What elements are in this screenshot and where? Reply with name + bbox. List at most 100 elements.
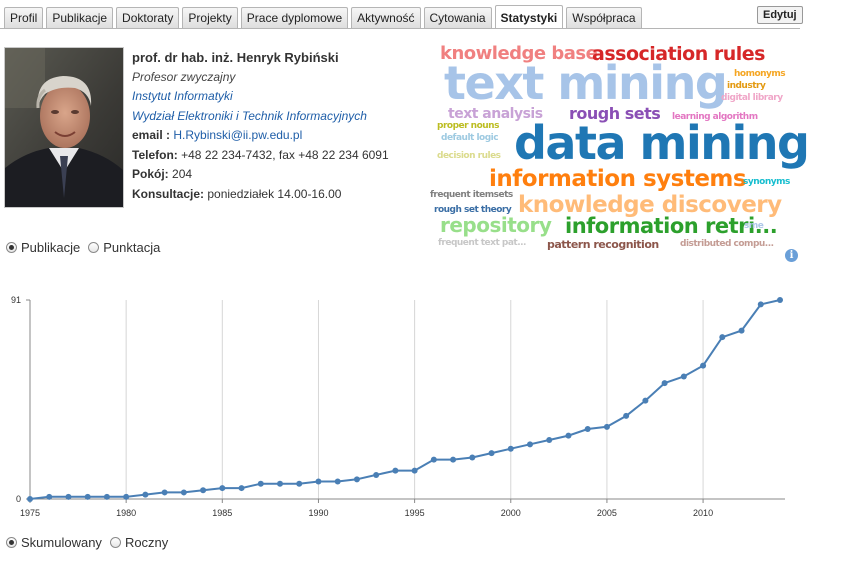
tab-profil[interactable]: Profil <box>4 7 44 28</box>
cloud-word[interactable]: information retri... <box>565 214 778 238</box>
edit-button[interactable]: Edytuj <box>757 6 803 24</box>
cloud-word[interactable]: distributed compu... <box>680 239 774 249</box>
tab-doktoraty[interactable]: Doktoraty <box>116 7 180 28</box>
data-point[interactable] <box>777 297 783 303</box>
consult-row: Konsultacje: poniedziałek 14.00-16.00 <box>132 185 389 205</box>
tab-bar: Profil Publikacje Doktoraty Projekty Pra… <box>4 5 642 29</box>
radio-publikacje[interactable] <box>6 242 17 253</box>
data-point[interactable] <box>623 412 630 419</box>
data-point[interactable] <box>103 493 110 500</box>
data-point[interactable] <box>738 327 745 334</box>
data-point[interactable] <box>546 436 553 443</box>
series-line <box>29 299 781 500</box>
x-tick-label: 1990 <box>308 508 328 518</box>
tab-aktywnosc[interactable]: Aktywność <box>351 7 421 28</box>
room-label: Pokój: <box>132 167 169 181</box>
cloud-word[interactable]: synonyms <box>743 177 790 187</box>
data-point[interactable] <box>527 441 533 448</box>
data-point[interactable] <box>584 426 591 433</box>
x-tick-label: 1975 <box>20 508 40 518</box>
radio-punktacja[interactable] <box>88 242 100 253</box>
phone-label: Telefon: <box>132 147 178 162</box>
cloud-word[interactable]: industry <box>727 81 766 91</box>
profile-faculty-link[interactable]: Wydział Elektroniki i Technik Informacyj… <box>132 108 367 123</box>
radio-publikacje-label: Publikacje <box>21 240 81 255</box>
cloud-word[interactable]: knowledge discovery <box>518 192 782 218</box>
cloud-word[interactable]: learning algorithm <box>672 112 758 122</box>
cloud-word[interactable]: frequent itemsets <box>430 190 513 200</box>
data-point[interactable] <box>603 423 610 430</box>
cloud-word[interactable]: text mining <box>444 56 728 110</box>
cloud-word[interactable]: rough sets <box>569 104 661 123</box>
data-point[interactable] <box>123 493 130 500</box>
profile-institute-link[interactable]: Instytut Informatyki <box>132 89 233 103</box>
tab-wspolpraca[interactable]: Współpraca <box>566 7 642 28</box>
cloud-word[interactable]: repository <box>440 213 552 237</box>
data-point[interactable] <box>180 489 187 496</box>
cloud-word[interactable]: knowledge base <box>440 43 598 64</box>
data-point[interactable] <box>719 334 726 341</box>
tab-publikacje[interactable]: Publikacje <box>46 7 114 28</box>
data-point[interactable] <box>65 493 72 500</box>
data-point[interactable] <box>392 467 399 474</box>
radio-skumulowany-label: Skumulowany <box>21 535 102 550</box>
tab-prace-dyplomowe[interactable]: Prace dyplomowe <box>240 7 349 28</box>
data-point[interactable] <box>507 445 514 452</box>
data-point[interactable] <box>315 478 322 485</box>
radio-roczny[interactable] <box>109 537 121 548</box>
cloud-word[interactable]: homonyms <box>734 69 786 79</box>
data-point[interactable] <box>46 493 53 500</box>
data-type-radios: Publikacje Punktacja <box>6 240 168 255</box>
cloud-word[interactable]: proper nouns <box>437 121 499 131</box>
data-point[interactable] <box>680 373 687 380</box>
data-point[interactable] <box>450 456 457 463</box>
cloud-word[interactable]: text analysis <box>448 106 543 122</box>
data-point[interactable] <box>411 467 418 474</box>
cloud-word[interactable]: default logic <box>441 133 499 143</box>
cloud-word[interactable]: decision rules <box>437 151 501 161</box>
profile-info: prof. dr hab. inż. Henryk Rybiński Profe… <box>132 48 389 204</box>
data-point[interactable] <box>757 301 764 308</box>
chart-points <box>27 297 783 502</box>
data-point[interactable] <box>142 491 149 498</box>
data-point[interactable] <box>488 450 495 457</box>
data-point[interactable] <box>161 489 168 496</box>
data-point[interactable] <box>296 480 303 487</box>
data-point[interactable] <box>200 487 207 494</box>
data-point[interactable] <box>84 493 91 500</box>
cloud-word[interactable]: digital library <box>721 93 783 103</box>
data-point[interactable] <box>353 476 360 483</box>
consult-label: Konsultacje: <box>132 186 205 201</box>
radio-skumulowany[interactable] <box>6 537 17 548</box>
cloud-word[interactable]: rough set theory <box>434 205 512 215</box>
cloud-word[interactable]: data mining <box>514 116 810 170</box>
tab-statystyki[interactable]: Statystyki <box>494 5 564 28</box>
data-point[interactable] <box>373 471 380 478</box>
cloud-word[interactable]: pattern recognition <box>547 238 659 251</box>
cloud-word[interactable]: frequent text pat... <box>438 238 526 248</box>
chart-tick-labels: 1975 1980 1985 1990 1995 2000 2005 2010 0 91 <box>11 295 713 518</box>
data-point[interactable] <box>565 432 572 439</box>
radio-punktacja-label: Punktacja <box>103 240 161 255</box>
profile-position: Profesor zwyczajny <box>132 69 236 84</box>
data-point[interactable] <box>219 485 226 492</box>
chart-axes <box>26 299 785 503</box>
data-point[interactable] <box>257 480 264 487</box>
data-point[interactable] <box>430 456 437 463</box>
cloud-word[interactable]: sme <box>744 221 764 231</box>
x-tick-label: 1985 <box>212 508 232 518</box>
data-point[interactable] <box>469 454 476 461</box>
data-point[interactable] <box>277 480 283 487</box>
data-point[interactable] <box>642 397 649 404</box>
data-point[interactable] <box>27 496 33 502</box>
data-point[interactable] <box>661 380 668 387</box>
info-icon[interactable]: i <box>785 249 798 262</box>
tab-projekty[interactable]: Projekty <box>182 7 238 28</box>
email-link[interactable]: H.Rybinski@ii.pw.edu.pl <box>173 128 303 142</box>
cloud-word[interactable]: association rules <box>592 43 765 65</box>
data-point[interactable] <box>334 478 341 485</box>
data-point[interactable] <box>238 485 245 492</box>
data-point[interactable] <box>700 362 707 369</box>
cloud-word[interactable]: information systems <box>489 166 747 192</box>
tab-cytowania[interactable]: Cytowania <box>423 7 492 28</box>
